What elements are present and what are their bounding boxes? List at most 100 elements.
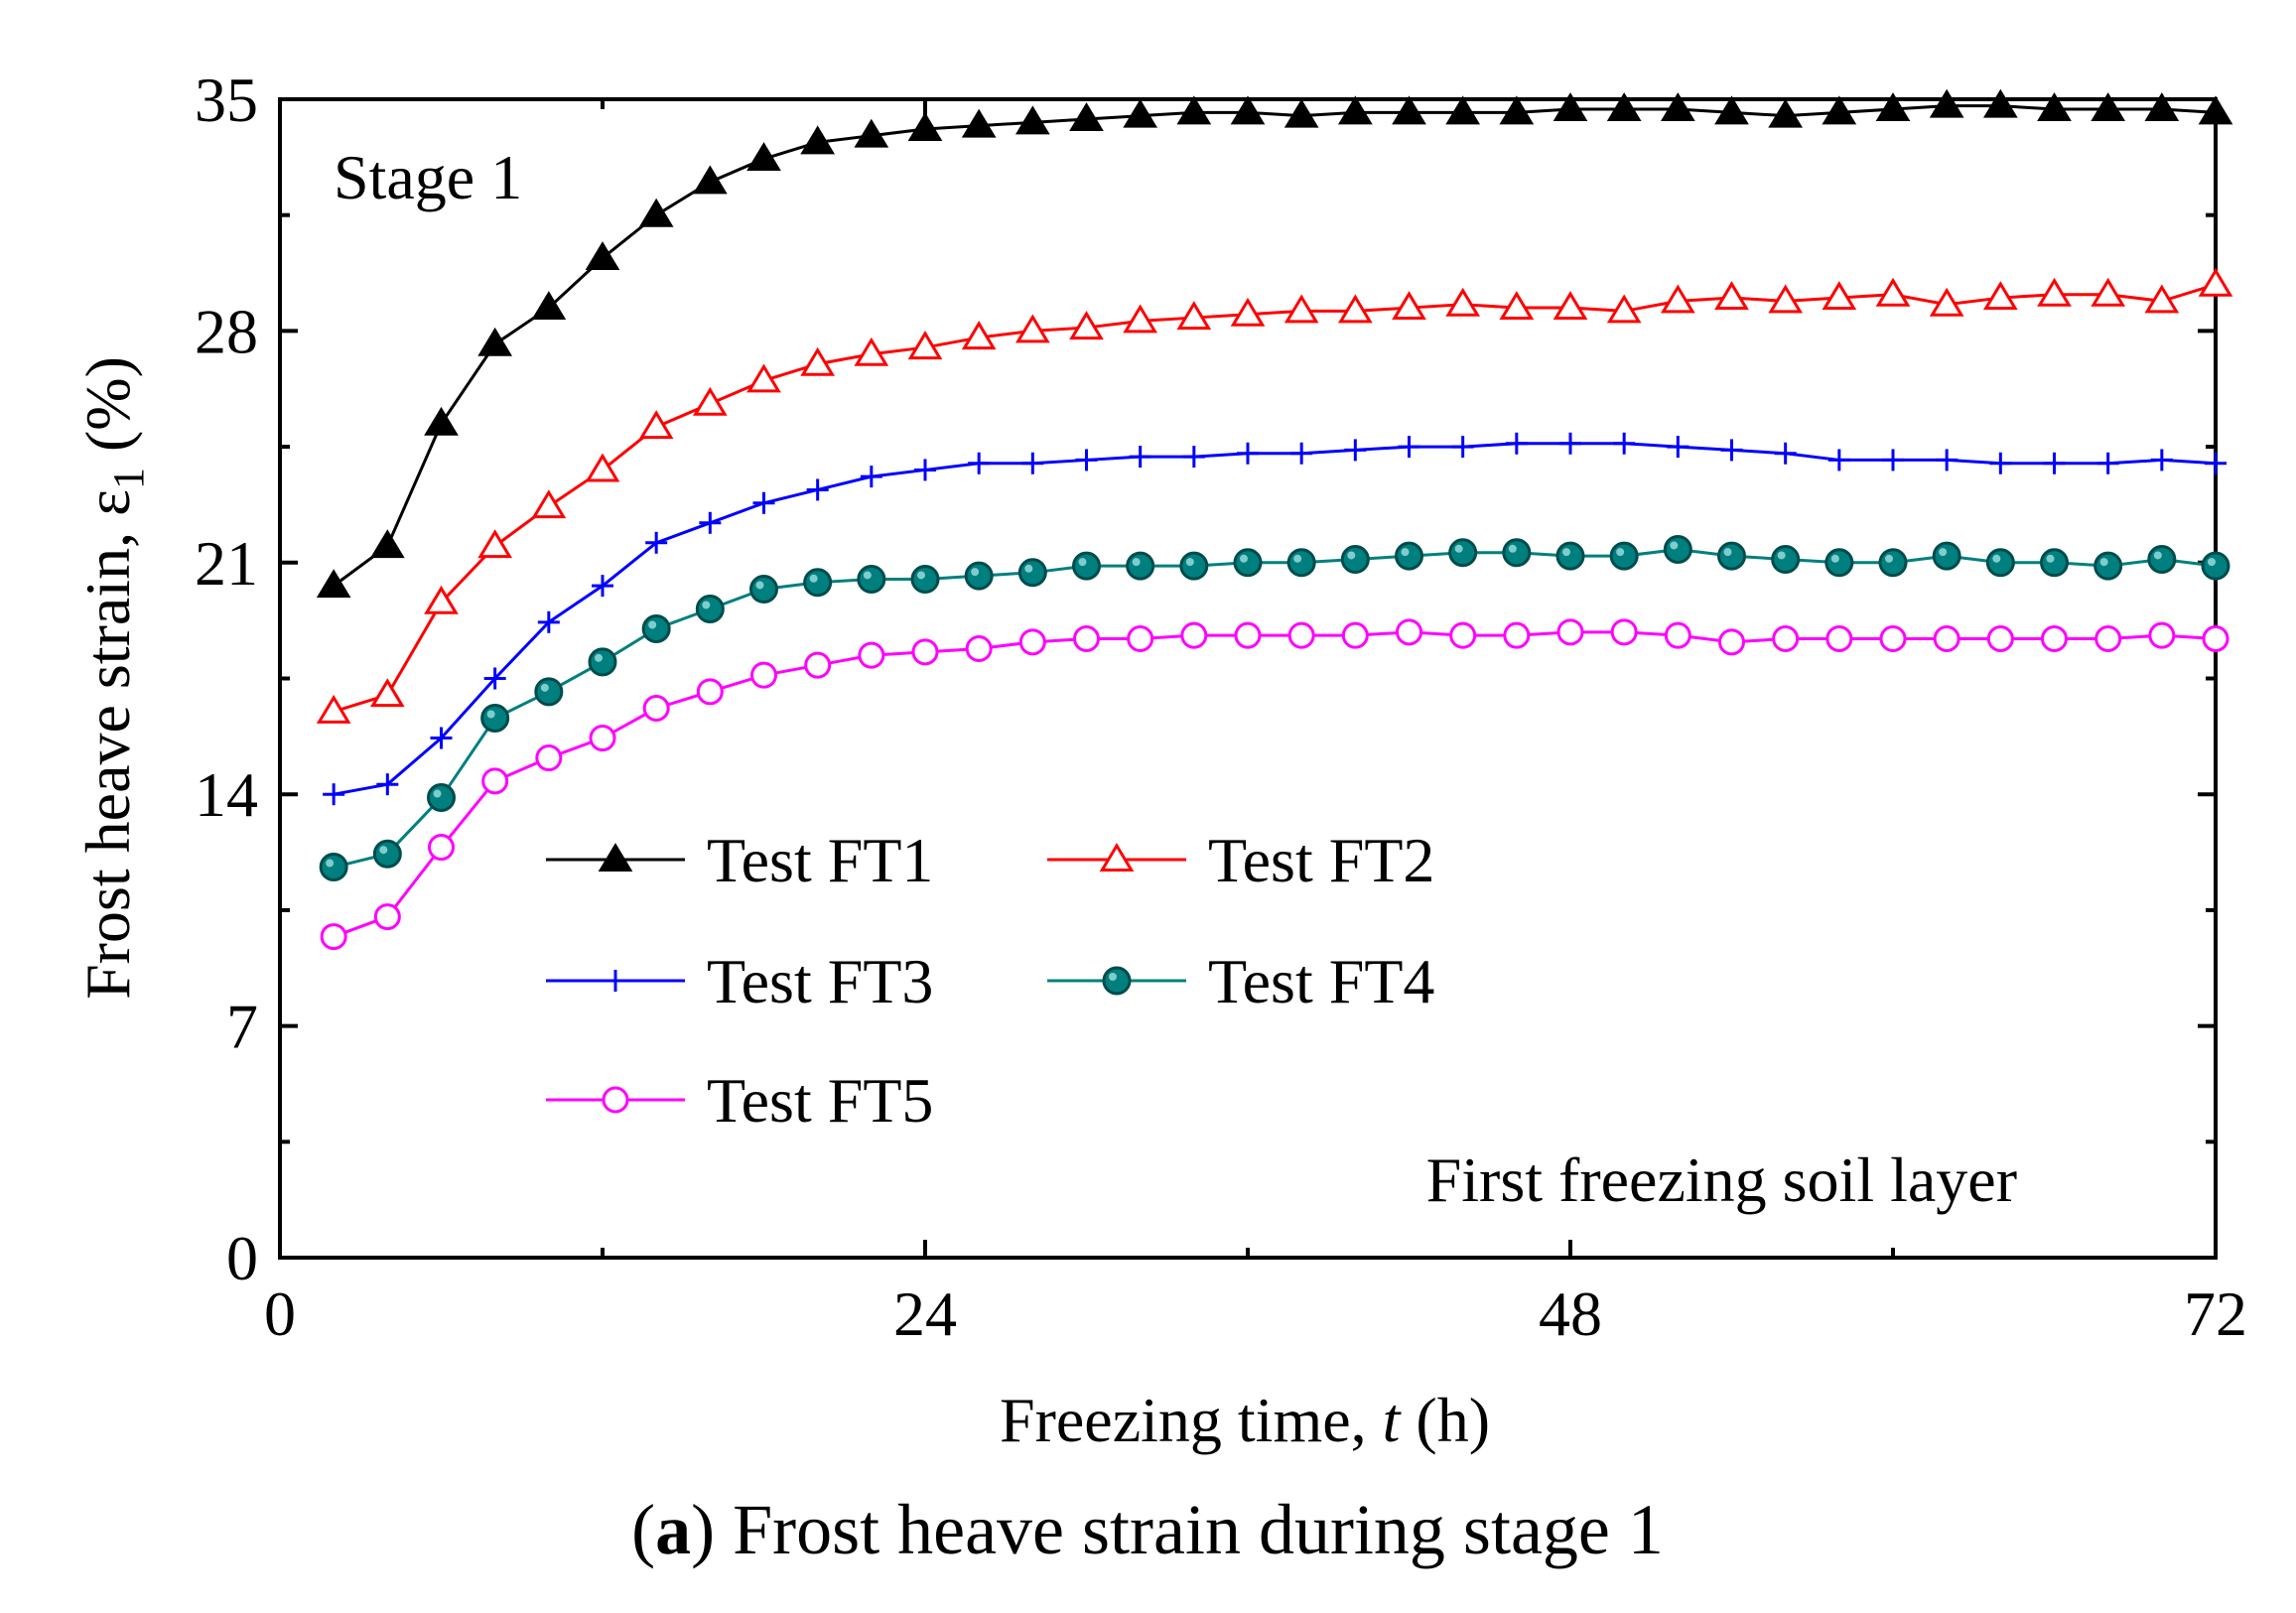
y-tick-label: 0 bbox=[226, 1223, 258, 1293]
data-point bbox=[376, 773, 399, 796]
data-point bbox=[1768, 98, 1804, 128]
data-point bbox=[1609, 541, 1639, 571]
data-point bbox=[1985, 548, 2015, 578]
data-point-shine bbox=[1454, 544, 1463, 553]
series-layer bbox=[316, 88, 2233, 951]
data-point bbox=[1286, 548, 1316, 578]
data-point bbox=[1717, 541, 1746, 571]
data-point bbox=[1664, 621, 1691, 649]
data-point-shine bbox=[1508, 544, 1517, 553]
data-point bbox=[1825, 624, 1853, 652]
data-point-shine bbox=[595, 653, 603, 662]
data-point bbox=[320, 923, 347, 951]
data-point bbox=[2043, 452, 2066, 474]
data-point bbox=[319, 853, 348, 882]
data-point bbox=[1505, 432, 1528, 455]
data-point bbox=[1123, 98, 1158, 128]
y-axis-title: Frost heave strain, ε1 (%) bbox=[72, 356, 153, 1000]
data-point bbox=[323, 783, 345, 806]
data-point-shine bbox=[2153, 551, 2162, 560]
data-point-shine bbox=[486, 710, 495, 719]
y-tick-label: 14 bbox=[195, 759, 258, 830]
data-point bbox=[1445, 95, 1481, 125]
data-point bbox=[1822, 281, 1857, 311]
data-point bbox=[1396, 618, 1422, 646]
data-point bbox=[1072, 551, 1101, 581]
series-2 bbox=[316, 267, 2233, 724]
data-point bbox=[746, 363, 781, 393]
data-point bbox=[1929, 287, 1964, 317]
data-point bbox=[2093, 551, 2123, 581]
data-point bbox=[854, 336, 889, 366]
data-point bbox=[372, 839, 402, 869]
legend-item: Test FT1 bbox=[546, 825, 933, 895]
data-point bbox=[481, 767, 509, 795]
data-point bbox=[1553, 92, 1588, 122]
data-point bbox=[1237, 442, 1259, 465]
legend-marker-shine bbox=[1109, 973, 1117, 981]
data-point bbox=[1283, 294, 1319, 324]
data-point bbox=[1451, 436, 1474, 459]
data-point-shine bbox=[1616, 548, 1625, 557]
data-point bbox=[800, 346, 836, 376]
data-point bbox=[373, 903, 401, 931]
data-point bbox=[2091, 277, 2126, 307]
data-point bbox=[1283, 98, 1319, 128]
data-point bbox=[2037, 92, 2072, 122]
data-point bbox=[1176, 301, 1212, 331]
data-point bbox=[1337, 294, 1373, 324]
data-point-shine bbox=[1885, 554, 1893, 563]
data-point bbox=[424, 585, 459, 614]
data-point bbox=[1606, 92, 1642, 122]
data-point bbox=[1069, 311, 1104, 340]
data-point bbox=[1553, 291, 1588, 321]
data-point-shine bbox=[1830, 554, 1839, 563]
data-point bbox=[1179, 551, 1209, 581]
data-point bbox=[696, 678, 724, 706]
data-point bbox=[1449, 621, 1477, 649]
data-point-shine bbox=[1078, 558, 1087, 567]
data-point-shine bbox=[917, 571, 925, 580]
data-point bbox=[910, 564, 940, 594]
data-point bbox=[2202, 624, 2229, 652]
data-point bbox=[2198, 95, 2233, 125]
data-point bbox=[1290, 442, 1313, 465]
data-point bbox=[1021, 452, 1044, 474]
data-point bbox=[1660, 284, 1695, 314]
x-tick-label: 0 bbox=[264, 1278, 296, 1349]
data-point bbox=[749, 574, 778, 604]
data-point bbox=[1824, 548, 1854, 578]
data-point-shine bbox=[1132, 558, 1141, 567]
x-axis-title-var: t bbox=[1383, 1385, 1403, 1455]
data-point bbox=[1555, 541, 1585, 571]
data-point-shine bbox=[1024, 564, 1033, 573]
data-point bbox=[1073, 624, 1100, 652]
series-line bbox=[333, 442, 2217, 796]
y-tick-label: 28 bbox=[195, 296, 258, 366]
data-point-shine bbox=[326, 859, 335, 868]
data-point bbox=[746, 142, 781, 172]
data-point bbox=[1606, 294, 1642, 324]
data-point bbox=[692, 386, 728, 416]
layer-annotation: First freezing soil layer bbox=[1426, 1144, 2017, 1215]
data-point bbox=[585, 241, 620, 271]
data-point bbox=[2148, 621, 2176, 649]
data-point bbox=[860, 466, 882, 488]
data-point bbox=[692, 165, 728, 195]
data-point bbox=[369, 678, 405, 708]
legend-item: Test FT3 bbox=[546, 946, 933, 1016]
data-point bbox=[316, 569, 351, 599]
data-point-shine bbox=[863, 571, 872, 580]
data-point bbox=[369, 529, 405, 559]
data-point bbox=[531, 291, 567, 321]
data-point bbox=[2040, 548, 2069, 578]
data-point bbox=[858, 641, 885, 669]
data-point-shine bbox=[1347, 551, 1356, 560]
data-point bbox=[537, 610, 560, 633]
y-axis-title-sub: 1 bbox=[104, 468, 153, 489]
data-point bbox=[2150, 449, 2173, 471]
data-point bbox=[1503, 621, 1531, 649]
data-point bbox=[477, 529, 513, 559]
data-point bbox=[1879, 624, 1907, 652]
